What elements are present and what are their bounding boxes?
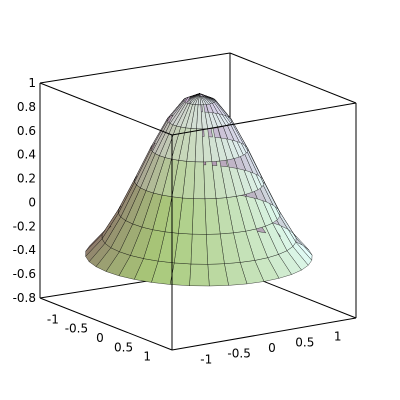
z-tick-label: 0.4 [17, 148, 36, 162]
x-tick-mark [151, 343, 153, 349]
y-tick-mark [231, 340, 233, 346]
x-tick-mark [57, 305, 59, 311]
y-tick-label: 0 [268, 341, 276, 355]
y-tick-mark [264, 334, 266, 340]
y-tick-mark [330, 323, 332, 329]
surface-mesh [85, 92, 313, 287]
y-tick-mark [198, 345, 200, 351]
box-edge [171, 317, 357, 351]
x-tick-label: 0 [96, 331, 104, 345]
z-tick-label: 0.6 [17, 124, 36, 138]
x-tick-label: -1 [47, 312, 59, 326]
box-edge [39, 297, 173, 351]
z-tick-label: 0 [28, 195, 36, 209]
surface-patch [85, 233, 103, 258]
x-tick-mark [80, 315, 82, 321]
z-tick-label: -0.4 [13, 243, 36, 257]
z-tick-label: -0.6 [13, 267, 36, 281]
x-tick-label: 0.5 [114, 340, 133, 354]
surface-patch [190, 233, 209, 265]
z-tick-label: -0.8 [13, 291, 36, 305]
y-tick-label: 1 [334, 330, 342, 344]
x-tick-label: 1 [143, 350, 151, 364]
box-edge [39, 52, 231, 84]
box-edge [171, 102, 357, 136]
x-tick-mark [128, 333, 130, 339]
z-tick-label: 0.2 [17, 172, 36, 186]
z-tick-label: 0.8 [17, 100, 36, 114]
bounding-box-front [39, 82, 357, 351]
y-tick-label: 0.5 [295, 335, 314, 349]
x-tick-label: -0.5 [65, 322, 88, 336]
y-tick-label: -1 [200, 352, 212, 366]
x-tick-mark [104, 324, 106, 330]
y-tick-mark [297, 328, 299, 334]
surface-patch [189, 263, 210, 287]
surface-patch [193, 161, 206, 200]
z-tick-label: 1 [28, 76, 36, 90]
y-tick-label: -0.5 [227, 347, 250, 361]
z-tick-label: -0.2 [13, 219, 36, 233]
box-edge [39, 82, 173, 136]
axes: 1 0.8 0.6 0.4 0.2 0 -0.2 -0.4 -0.6 -0.8 -1 -0.5 0 0.5… [13, 76, 342, 366]
surface-patch [191, 198, 207, 235]
box-edge [229, 52, 357, 104]
